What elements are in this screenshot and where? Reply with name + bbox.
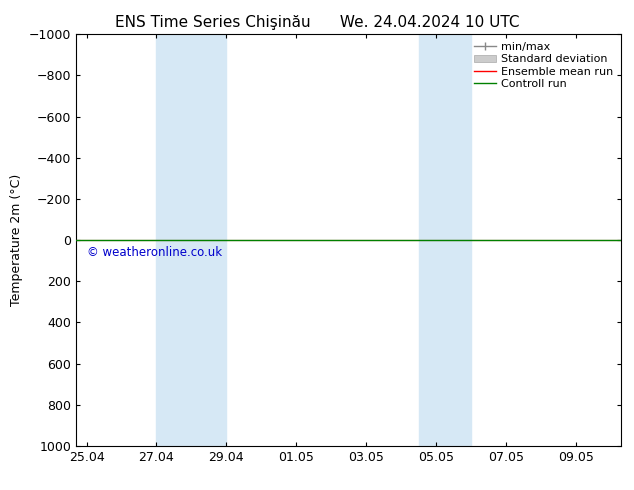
Legend: min/max, Standard deviation, Ensemble mean run, Controll run: min/max, Standard deviation, Ensemble me… bbox=[469, 38, 618, 93]
Y-axis label: Temperature 2m (°C): Temperature 2m (°C) bbox=[10, 174, 23, 306]
Text: ENS Time Series Chişinău      We. 24.04.2024 10 UTC: ENS Time Series Chişinău We. 24.04.2024 … bbox=[115, 15, 519, 30]
Bar bbox=[157, 34, 226, 446]
Bar bbox=[418, 34, 471, 446]
Text: © weatheronline.co.uk: © weatheronline.co.uk bbox=[87, 246, 222, 259]
